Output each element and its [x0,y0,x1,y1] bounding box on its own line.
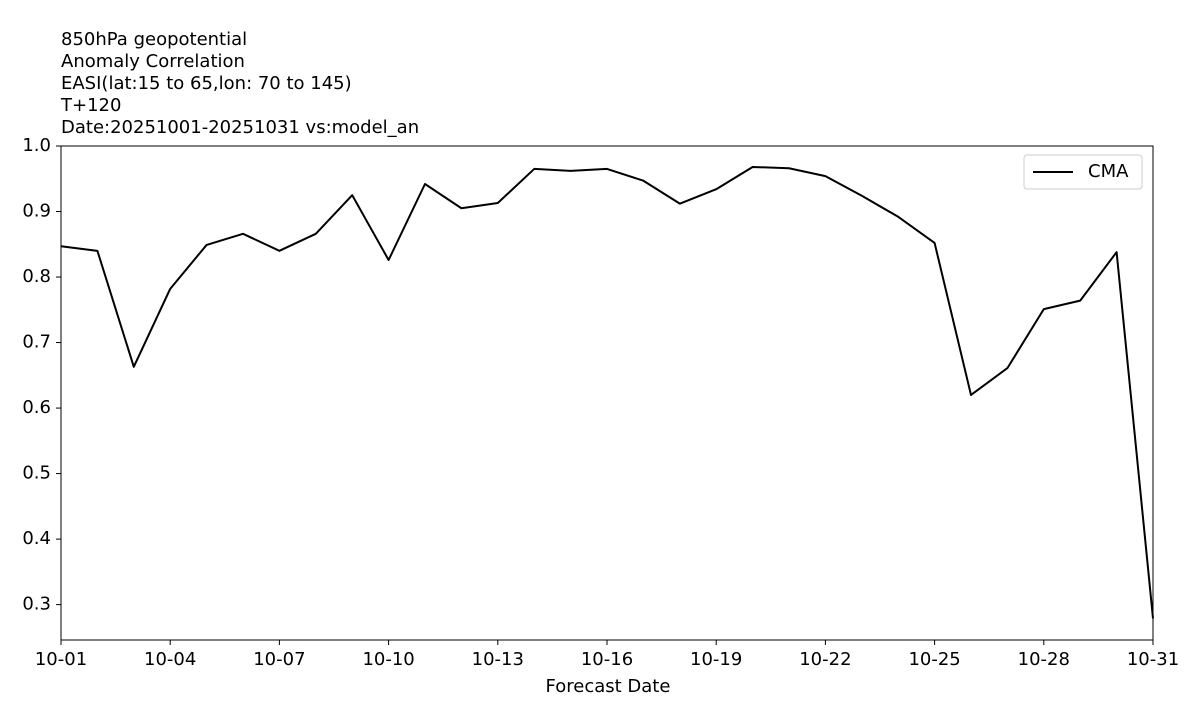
x-tick-label: 10-07 [253,649,305,670]
legend-label: CMA [1088,161,1129,182]
x-tick-label: 10-31 [1127,649,1179,670]
legend-box [1023,154,1143,190]
x-tick-label: 10-28 [1018,649,1070,670]
y-tick-label: 0.3 [22,594,51,615]
y-tick-label: 0.4 [22,528,51,549]
chart-title: 850hPa geopotential [61,29,247,50]
x-tick-label: 10-19 [690,649,742,670]
x-tick-label: 10-01 [35,649,87,670]
y-tick-label: 0.9 [22,201,51,222]
x-tick-label: 10-25 [908,649,960,670]
x-tick-label: 10-04 [144,649,196,670]
y-tick-label: 0.6 [22,397,51,418]
plot-frame [60,145,1154,641]
x-tick-label: 10-22 [799,649,851,670]
x-tick-label: 10-13 [472,649,524,670]
chart-title: EASI(lat:15 to 65,lon: 70 to 145) [61,73,352,94]
y-tick-label: 0.8 [22,266,51,287]
data-line [60,165,1154,619]
x-axis-label: Forecast Date [546,676,671,697]
y-tick-label: 1.0 [22,135,51,156]
chart-title: Anomaly Correlation [61,51,245,72]
x-tick-label: 10-16 [581,649,633,670]
y-tick-label: 0.5 [22,463,51,484]
y-tick-label: 0.7 [22,332,51,353]
chart-title: Date:20251001-20251031 vs:model_an [61,117,419,138]
x-tick-label: 10-10 [362,649,414,670]
chart-title: T+120 [60,95,121,116]
